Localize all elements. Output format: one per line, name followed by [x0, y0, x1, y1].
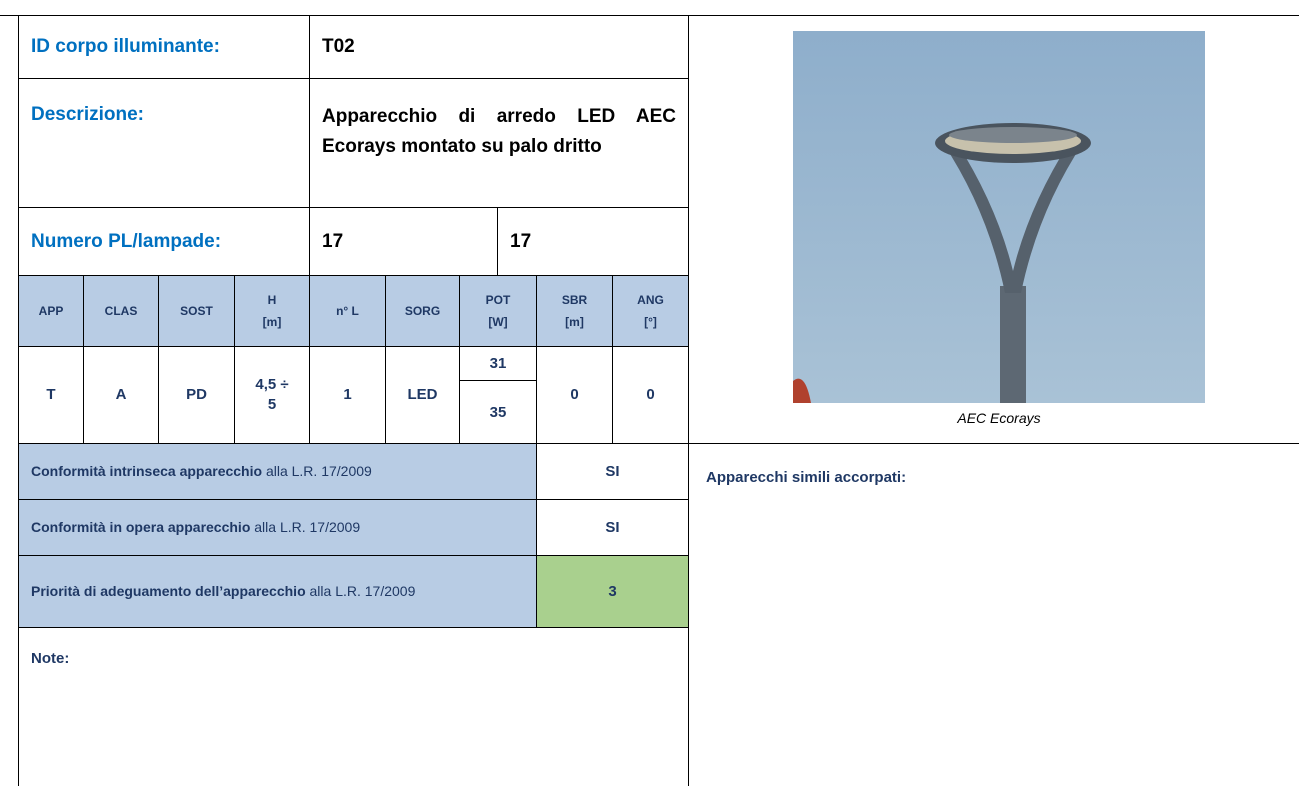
- conformity-value: 3: [536, 555, 689, 628]
- text: 17: [510, 230, 532, 252]
- header-text: SOST: [180, 300, 213, 322]
- data-cell: A: [83, 346, 159, 444]
- header-text: H [m]: [263, 289, 282, 333]
- data-cell: PD: [158, 346, 235, 444]
- rest-text: alla L.R. 17/2009: [250, 519, 361, 535]
- text: 3: [608, 583, 617, 600]
- column-name: APP: [38, 304, 64, 318]
- text: 17: [322, 230, 344, 252]
- data-cell: 1: [309, 346, 386, 444]
- column-header: APP: [18, 275, 84, 347]
- text: A: [115, 386, 127, 403]
- header-text: APP: [39, 300, 64, 322]
- data-cell: 4,5 ÷ 5: [234, 346, 310, 444]
- text: 31: [489, 355, 507, 372]
- text: 35: [489, 403, 507, 421]
- text: 0: [570, 386, 579, 403]
- column-name: CLAS: [104, 304, 138, 318]
- data-cell: LED: [385, 346, 460, 444]
- header-text: ANG [°]: [637, 289, 664, 333]
- text: SI: [605, 463, 620, 480]
- column-unit: [°]: [644, 315, 657, 329]
- column-name: ANG: [637, 293, 664, 307]
- text: Note:: [31, 650, 70, 667]
- conformity-label: Conformità in opera apparecchio alla L.R…: [18, 499, 537, 556]
- column-header: ANG [°]: [612, 275, 689, 347]
- text: Descrizione:: [31, 104, 144, 125]
- text: PD: [186, 386, 207, 403]
- conformity-text: Conformità intrinseca apparecchio alla L…: [31, 462, 524, 481]
- product-photo: [793, 31, 1205, 403]
- column-name: SOST: [180, 304, 213, 318]
- text: ID corpo illuminante:: [31, 36, 220, 57]
- column-header: SBR [m]: [536, 275, 613, 347]
- column-unit: [W]: [488, 315, 508, 329]
- rest-text: alla L.R. 17/2009: [262, 463, 372, 479]
- conformity-text: Priorità di adeguamento dell’apparecchio…: [31, 582, 524, 601]
- similar-label: Apparecchi simili accorpati:: [706, 469, 907, 486]
- column-name: SBR: [561, 293, 588, 307]
- text: LED: [407, 386, 438, 403]
- column-name: SORG: [404, 304, 441, 318]
- id-value: T02: [309, 15, 689, 79]
- text: 4,5 ÷ 5: [255, 376, 289, 413]
- column-name: n° L: [336, 304, 359, 318]
- header-text: POT [W]: [486, 289, 511, 333]
- number-label: Numero PL/lampade:: [18, 207, 310, 276]
- column-unit: [m]: [565, 315, 584, 329]
- description-label: Descrizione:: [18, 78, 310, 208]
- text: 1: [343, 386, 352, 403]
- data-cell: 31: [459, 346, 537, 381]
- data-cell: 0: [536, 346, 613, 444]
- text: T02: [322, 36, 355, 57]
- column-header: n° L: [309, 275, 386, 347]
- bold-text: Conformità intrinseca apparecchio: [31, 463, 263, 479]
- conformity-label: Priorità di adeguamento dell’apparecchio…: [18, 555, 537, 628]
- header-text: SORG: [405, 300, 440, 322]
- conformity-text: Conformità in opera apparecchio alla L.R…: [31, 518, 524, 537]
- column-header: SOST: [158, 275, 235, 347]
- conformity-label: Conformità intrinseca apparecchio alla L…: [18, 443, 537, 500]
- text: SI: [605, 519, 620, 536]
- note-cell: Note:: [18, 627, 689, 786]
- column-header: CLAS: [83, 275, 159, 347]
- header-text: SBR [m]: [562, 289, 587, 333]
- column-unit: [m]: [262, 315, 282, 329]
- description-value: Apparecchio di arredo LED AEC Ecorays mo…: [309, 78, 689, 208]
- column-header: POT [W]: [459, 275, 537, 347]
- text: 0: [646, 386, 655, 403]
- number-value: 17: [309, 207, 498, 276]
- right-rule: [688, 443, 1299, 444]
- image-caption: AEC Ecorays: [957, 410, 1041, 426]
- bold-text: Priorità di adeguamento dell’apparecchio: [31, 583, 306, 599]
- bold-text: Conformità in opera apparecchio: [31, 519, 251, 535]
- data-cell: T: [18, 346, 84, 444]
- rest-text: alla L.R. 17/2009: [305, 583, 416, 599]
- column-header: SORG: [385, 275, 460, 347]
- conformity-value: SI: [536, 443, 689, 500]
- text: Apparecchio di arredo LED AEC Ecorays mo…: [322, 106, 676, 157]
- column-header: H [m]: [234, 275, 310, 347]
- number-value: 17: [497, 207, 689, 276]
- header-text: CLAS: [105, 300, 138, 322]
- text: T: [46, 386, 56, 403]
- header-text: n° L: [336, 300, 359, 322]
- text: Numero PL/lampade:: [31, 230, 222, 252]
- data-cell: 35: [459, 380, 537, 444]
- column-name: POT: [485, 293, 511, 307]
- id-label: ID corpo illuminante:: [18, 15, 310, 79]
- column-name: H: [267, 293, 277, 307]
- conformity-value: SI: [536, 499, 689, 556]
- data-cell: 0: [612, 346, 689, 444]
